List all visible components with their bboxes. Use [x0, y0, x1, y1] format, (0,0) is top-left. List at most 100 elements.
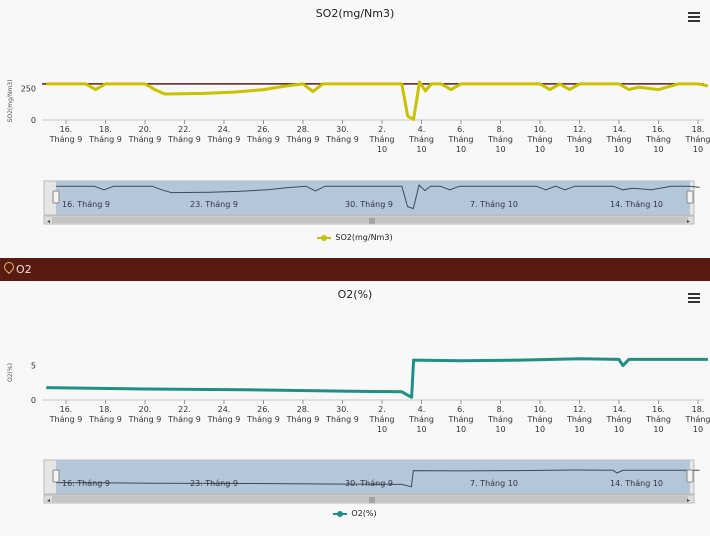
- x-tick-month-num: 10: [614, 145, 624, 154]
- so2-legend[interactable]: SO2(mg/Nm3): [0, 233, 710, 242]
- x-tick-month: Tháng: [684, 135, 710, 144]
- o2-chart-panel: O2(%) O2(%) 0 5 16. Tháng 9 18. Tháng 9 20. Thán…: [0, 281, 710, 536]
- x-tick-day: 26.: [257, 125, 270, 134]
- x-tick-day: 22.: [178, 125, 191, 134]
- o2-section-header: O2: [0, 258, 710, 281]
- x-tick-month: Tháng: [684, 415, 710, 424]
- scroll-grip-icon[interactable]: |||: [369, 497, 375, 504]
- y-tick-label: 0: [31, 116, 36, 125]
- x-tick-month: Tháng: [408, 135, 434, 144]
- o2-legend[interactable]: O2(%): [0, 509, 710, 518]
- scroll-grip-icon[interactable]: |||: [369, 218, 375, 225]
- y-axis-label: SO2(mg/Nm3): [7, 80, 14, 123]
- navigator-selection[interactable]: [56, 460, 690, 494]
- x-tick-month-num: 10: [535, 425, 545, 434]
- x-tick-day: 28.: [297, 125, 310, 134]
- x-tick-month: Tháng: [368, 415, 394, 424]
- x-tick-month: Tháng 9: [246, 415, 280, 424]
- x-tick-month: Tháng: [526, 415, 552, 424]
- navigator-series: [55, 469, 700, 488]
- navigator-handle[interactable]: [52, 469, 60, 483]
- x-tick-day: 12.: [573, 405, 586, 414]
- x-tick-month: Tháng: [368, 135, 394, 144]
- x-tick-month: Tháng: [645, 415, 671, 424]
- navigator-label: 16. Tháng 9: [62, 479, 110, 488]
- x-tick-month: Tháng: [605, 415, 631, 424]
- x-tick-month-num: 10: [574, 145, 584, 154]
- so2-legend-swatch: [317, 234, 332, 241]
- x-tick-month: Tháng: [605, 135, 631, 144]
- scroll-right-icon[interactable]: ▸: [687, 218, 690, 225]
- x-tick-month-num: 10: [574, 425, 584, 434]
- x-tick-month-num: 10: [614, 425, 624, 434]
- so2-legend-label: SO2(mg/Nm3): [335, 233, 393, 242]
- x-tick-month: Tháng 9: [207, 135, 241, 144]
- x-tick-day: 6.: [457, 125, 465, 134]
- x-tick-month: Tháng 9: [167, 415, 201, 424]
- navigator-series: [56, 184, 700, 210]
- map-pin-icon: [1, 259, 17, 275]
- x-tick-month: Tháng 9: [49, 415, 83, 424]
- o2-legend-swatch: [333, 510, 348, 517]
- x-tick-day: 6.: [457, 405, 465, 414]
- scroll-left-icon[interactable]: ◂: [47, 497, 50, 504]
- x-tick-day: 30.: [336, 405, 349, 414]
- x-tick-month: Tháng: [487, 135, 513, 144]
- x-tick-day: 16.: [60, 125, 73, 134]
- y-tick-label: 5: [31, 362, 36, 371]
- navigator-handle[interactable]: [686, 469, 694, 483]
- x-tick-month-num: 10: [653, 145, 663, 154]
- x-tick-day: 12.: [573, 125, 586, 134]
- x-tick-day: 20.: [139, 405, 152, 414]
- x-tick-month: Tháng: [487, 415, 513, 424]
- o2-legend-label: O2(%): [351, 509, 377, 518]
- navigator-label: 14. Tháng 10: [610, 479, 663, 488]
- so2-chart-title: SO2(mg/Nm3): [315, 7, 395, 20]
- x-tick-day: 28.: [297, 405, 310, 414]
- x-tick-month: Tháng: [408, 415, 434, 424]
- x-tick-month-num: 10: [495, 425, 505, 434]
- x-tick-day: 10.: [534, 405, 547, 414]
- x-tick-month: Tháng 9: [207, 415, 241, 424]
- navigator-label: 16. Tháng 9: [62, 200, 110, 209]
- x-tick-month: Tháng: [566, 135, 592, 144]
- x-tick-day: 16.: [652, 405, 665, 414]
- x-tick-day: 8.: [497, 125, 505, 134]
- x-tick-month: Tháng 9: [246, 135, 280, 144]
- scroll-right-icon[interactable]: ▸: [687, 497, 690, 504]
- chart-menu-icon[interactable]: [688, 293, 700, 303]
- navigator-label: 7. Tháng 10: [470, 479, 518, 488]
- x-tick-month: Tháng: [526, 135, 552, 144]
- x-tick-day: 4.: [418, 125, 426, 134]
- x-tick-month: Tháng 9: [88, 135, 122, 144]
- x-tick-month-num: 10: [653, 425, 663, 434]
- scrollbar-thumb[interactable]: [52, 496, 688, 502]
- navigator-handle[interactable]: [686, 190, 694, 204]
- x-tick-month: Tháng: [447, 135, 473, 144]
- x-tick-month: Tháng 9: [88, 415, 122, 424]
- x-tick-day: 2.: [378, 125, 386, 134]
- navigator-handle[interactable]: [52, 190, 60, 204]
- x-tick-day: 18.: [99, 405, 112, 414]
- scroll-left-icon[interactable]: ◂: [47, 218, 50, 225]
- x-tick-month: Tháng 9: [128, 415, 162, 424]
- x-tick-day: 10.: [534, 125, 547, 134]
- x-tick-day: 30.: [336, 125, 349, 134]
- scrollbar-thumb[interactable]: [52, 217, 688, 223]
- navigator-label: 14. Tháng 10: [610, 200, 663, 209]
- x-tick-month: Tháng 9: [325, 415, 359, 424]
- x-tick-day: 4.: [418, 405, 426, 414]
- x-tick-day: 18.: [692, 405, 705, 414]
- series-line: [46, 357, 708, 399]
- x-tick-day: 8.: [497, 405, 505, 414]
- x-tick-month-num: 10: [495, 145, 505, 154]
- navigator-label: 30. Tháng 9: [345, 479, 393, 488]
- y-tick-label: 250: [21, 84, 36, 93]
- o2-chart-title: O2(%): [337, 288, 373, 301]
- x-tick-day: 26.: [257, 405, 270, 414]
- x-tick-month-num: 10: [693, 145, 703, 154]
- x-tick-month: Tháng 9: [286, 415, 320, 424]
- x-tick-month: Tháng: [566, 415, 592, 424]
- chart-menu-icon[interactable]: [688, 12, 700, 22]
